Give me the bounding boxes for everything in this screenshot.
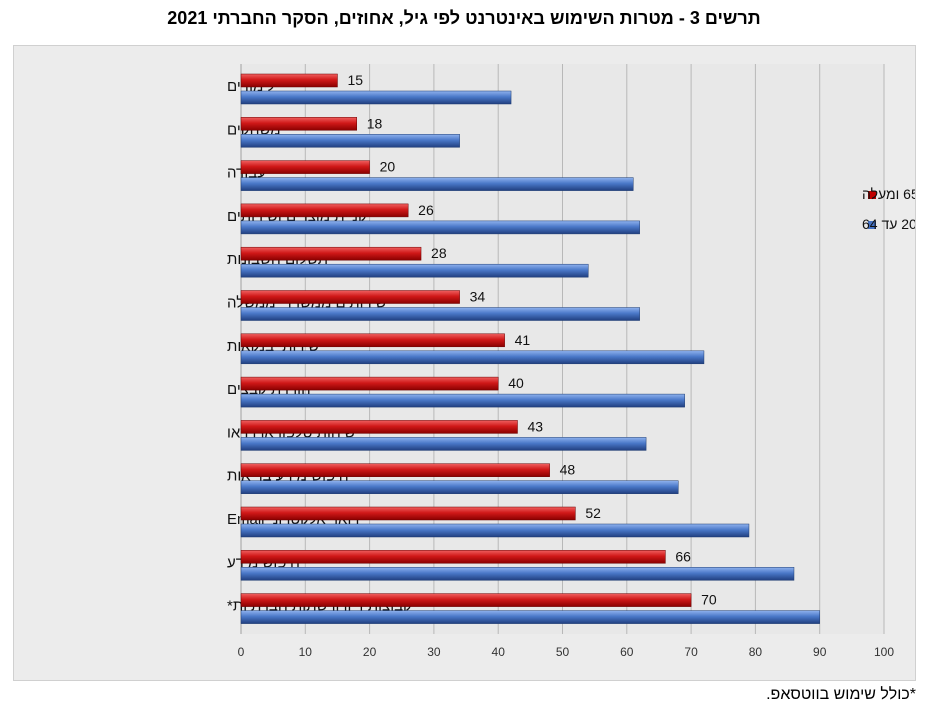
bar-age-20-64	[240, 177, 634, 191]
bar-age-65-plus	[240, 290, 460, 304]
bar-age-20-64	[240, 307, 640, 321]
x-tick-label: 90	[813, 645, 827, 659]
bar-age-65-plus	[240, 117, 357, 131]
data-label: 15	[347, 72, 363, 88]
bar-age-65-plus	[240, 463, 550, 477]
bar-age-20-64	[240, 90, 512, 105]
x-tick-label: 30	[427, 645, 441, 659]
data-label: 70	[701, 592, 717, 608]
data-label: 43	[527, 418, 543, 434]
bar-age-20-64	[240, 263, 589, 278]
data-label: 52	[585, 505, 601, 521]
bar-age-20-64	[240, 437, 647, 451]
bar-age-20-64	[240, 480, 679, 494]
legend-label-20-64: בני 20 עד 64	[862, 216, 915, 232]
chart-svg: 0102030405060708090100לימודים15משחקים18ע…	[227, 64, 928, 659]
data-label: 20	[380, 159, 396, 175]
data-label: 34	[470, 289, 486, 305]
data-label: 66	[675, 548, 691, 564]
legend-swatch-65-plus	[868, 191, 876, 199]
page-title: תרשים 3 - מטרות השימוש באינטרנט לפי גיל,…	[167, 8, 761, 28]
bar-age-65-plus	[240, 506, 576, 521]
data-label: 26	[418, 202, 434, 218]
bar-age-20-64	[240, 134, 460, 148]
bar-age-20-64	[240, 350, 705, 365]
chart-area: 0102030405060708090100לימודים15משחקים18ע…	[13, 45, 928, 681]
x-tick-label: 20	[363, 645, 377, 659]
data-label: 40	[508, 375, 524, 391]
data-label: 48	[560, 462, 576, 478]
legend-swatch-20-64	[868, 221, 876, 229]
x-tick-label: 0	[238, 645, 245, 659]
data-label: 41	[515, 332, 531, 348]
bar-age-65-plus	[240, 160, 370, 174]
bar-age-20-64	[240, 393, 685, 408]
x-tick-label: 60	[620, 645, 634, 659]
x-tick-label: 40	[492, 645, 506, 659]
bar-age-65-plus	[240, 203, 409, 218]
bar-age-20-64	[240, 567, 795, 581]
x-tick-label: 10	[299, 645, 313, 659]
bar-age-65-plus	[240, 73, 338, 88]
bar-age-20-64	[240, 220, 640, 235]
x-tick-label: 100	[874, 645, 894, 659]
bar-age-65-plus	[240, 376, 499, 391]
data-label: 18	[367, 115, 383, 131]
bar-age-20-64	[240, 523, 750, 538]
x-tick-label: 80	[749, 645, 763, 659]
bar-age-65-plus	[240, 593, 692, 607]
bar-age-65-plus	[240, 246, 422, 261]
bar-age-65-plus	[240, 550, 666, 564]
legend-label-65-plus: בני 65 ומעלה	[862, 186, 915, 202]
bar-age-65-plus	[240, 420, 518, 434]
bar-age-20-64	[240, 610, 820, 624]
x-tick-label: 50	[556, 645, 570, 659]
x-tick-label: 70	[684, 645, 698, 659]
data-label: 28	[431, 245, 447, 261]
bar-age-65-plus	[240, 333, 505, 348]
footnote: *כולל שימוש בווטסאפ.	[766, 686, 916, 703]
